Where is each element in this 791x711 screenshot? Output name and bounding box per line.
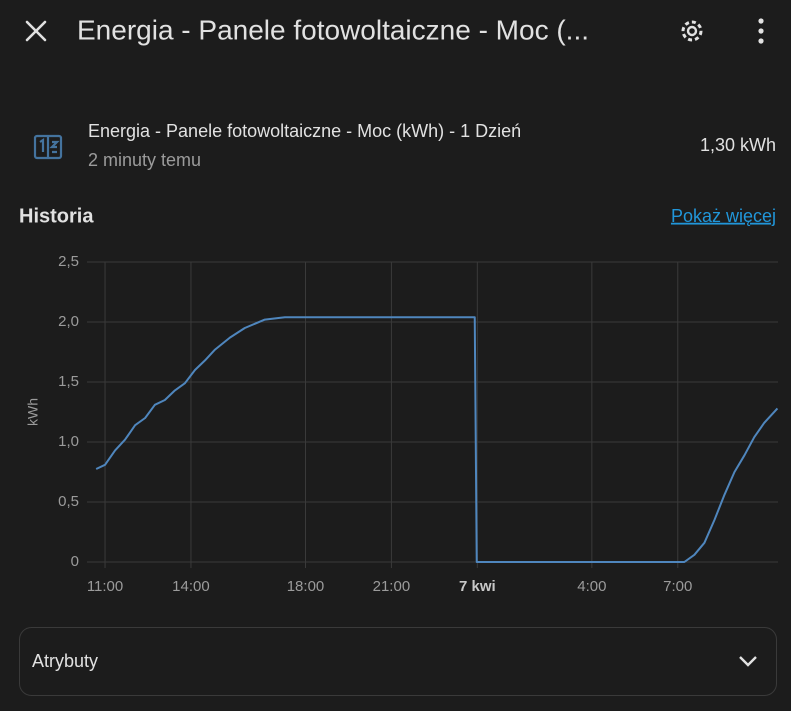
- attributes-card[interactable]: [19, 627, 777, 696]
- x-tick-label: 4:00: [577, 578, 606, 595]
- x-tick-label: 21:00: [373, 578, 411, 595]
- y-tick-label: 1,5: [58, 373, 79, 390]
- close-button[interactable]: [25, 20, 47, 42]
- show-more-link[interactable]: Pokaż więcej: [671, 206, 776, 226]
- entity-state: 1,30 kWh: [700, 135, 776, 155]
- y-tick-label: 2,5: [58, 253, 79, 270]
- x-tick-label: 7 kwi: [459, 578, 496, 595]
- x-tick-label: 11:00: [87, 578, 123, 595]
- entity-name: Energia - Panele fotowoltaiczne - Moc (k…: [88, 121, 521, 141]
- settings-button[interactable]: [681, 20, 703, 42]
- entity-last-changed: 2 minuty temu: [88, 150, 201, 170]
- y-axis-label: kWh: [25, 398, 41, 426]
- x-tick-label: 7:00: [663, 578, 692, 595]
- data-line: [95, 316, 779, 563]
- chart: 0 0,5 1,0 1,5 2,0 2,5 11:00 14:00 18:00 21:00 7 kw…: [58, 253, 779, 595]
- attributes-title: Atrybuty: [32, 651, 98, 671]
- dialog-title: Energia - Panele fotowoltaiczne - Moc (.…: [77, 14, 589, 45]
- expand-icon[interactable]: [739, 656, 757, 667]
- y-tick-label: 2,0: [58, 313, 79, 330]
- history-title: Historia: [19, 205, 94, 227]
- menu-button[interactable]: [758, 18, 764, 44]
- y-tick-label: 0,5: [58, 493, 79, 510]
- x-tick-label: 18:00: [287, 578, 325, 595]
- y-tick-label: 0: [71, 553, 79, 570]
- x-tick-label: 14:00: [172, 578, 210, 595]
- y-tick-label: 1,0: [58, 433, 79, 450]
- entity-icon: [33, 134, 63, 160]
